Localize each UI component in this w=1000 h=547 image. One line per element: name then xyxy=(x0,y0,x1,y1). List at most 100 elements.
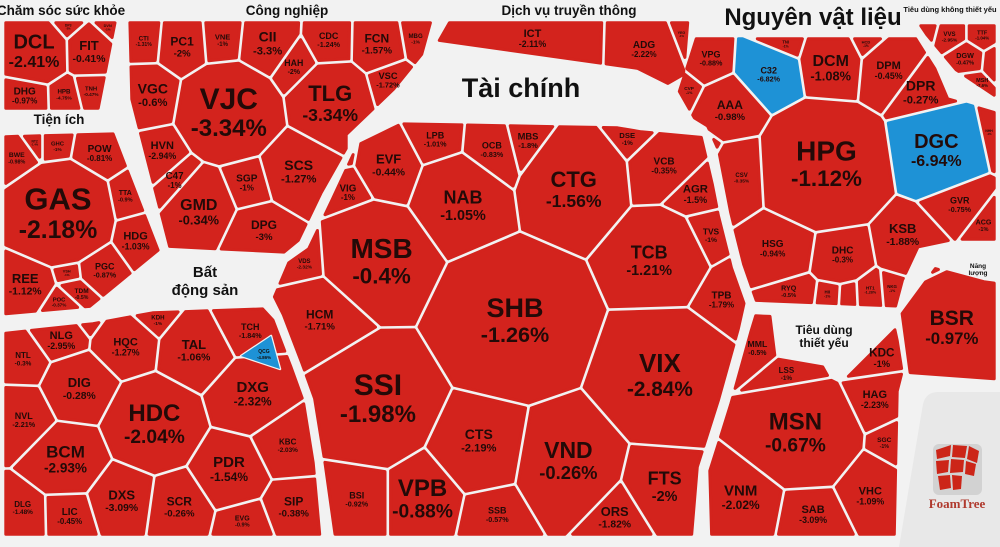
svg-text:-1.4%: -1.4% xyxy=(31,143,39,147)
svg-text:Năng: Năng xyxy=(970,263,986,270)
svg-text:SCS: SCS xyxy=(284,157,313,173)
svg-text:-1%: -1% xyxy=(824,295,831,299)
svg-text:OCB: OCB xyxy=(482,141,503,151)
svg-text:-0.5%: -0.5% xyxy=(75,295,89,301)
svg-text:-0.9%: -0.9% xyxy=(235,523,250,529)
svg-text:BCM: BCM xyxy=(46,442,85,461)
svg-text:-0.98%: -0.98% xyxy=(8,159,25,165)
svg-text:HPG: HPG xyxy=(796,136,857,167)
svg-text:TVS: TVS xyxy=(703,227,720,237)
svg-text:-1%: -1% xyxy=(783,45,789,49)
svg-text:VIX: VIX xyxy=(639,348,682,378)
svg-text:VSC: VSC xyxy=(378,71,397,81)
svg-text:ADG: ADG xyxy=(633,40,655,51)
svg-text:-0.75%: -0.75% xyxy=(948,205,971,214)
svg-text:-1%: -1% xyxy=(873,358,890,369)
svg-text:ICT: ICT xyxy=(524,28,542,40)
svg-text:Chăm sóc sức khỏe: Chăm sóc sức khỏe xyxy=(0,3,126,18)
svg-text:BSI: BSI xyxy=(349,490,364,500)
svg-text:-1%: -1% xyxy=(168,181,182,190)
svg-text:Tiêu dùng: Tiêu dùng xyxy=(795,323,852,337)
svg-text:TTA: TTA xyxy=(119,190,132,197)
svg-text:HDC: HDC xyxy=(128,400,180,427)
svg-text:TDM: TDM xyxy=(75,288,89,295)
svg-text:VNM: VNM xyxy=(724,483,757,500)
svg-text:-1.08%: -1.08% xyxy=(810,69,851,84)
svg-text:-2.32%: -2.32% xyxy=(234,394,272,408)
svg-text:Dịch vụ truyền thông: Dịch vụ truyền thông xyxy=(502,3,637,18)
svg-text:VJC: VJC xyxy=(200,83,258,116)
svg-text:-0.45%: -0.45% xyxy=(57,517,82,526)
svg-text:-1.98%: -1.98% xyxy=(340,401,416,428)
svg-text:RYQ: RYQ xyxy=(781,285,797,293)
svg-text:HCM: HCM xyxy=(306,308,333,322)
svg-text:-2.95%: -2.95% xyxy=(47,341,75,351)
svg-text:-0.38%: -0.38% xyxy=(278,509,309,520)
svg-text:SSB: SSB xyxy=(488,506,507,516)
svg-text:-1%: -1% xyxy=(105,28,111,32)
svg-text:-0.92%: -0.92% xyxy=(345,500,368,509)
svg-text:-1%: -1% xyxy=(240,184,254,193)
svg-text:-0.37%: -0.37% xyxy=(52,303,67,308)
svg-text:-1%: -1% xyxy=(979,227,989,233)
svg-text:HSG: HSG xyxy=(762,239,784,250)
svg-text:VNE: VNE xyxy=(215,32,230,41)
svg-text:GMD: GMD xyxy=(180,197,217,214)
svg-text:-3.09%: -3.09% xyxy=(105,503,138,514)
svg-text:MSH: MSH xyxy=(976,78,988,84)
svg-text:NHH: NHH xyxy=(985,129,993,133)
svg-text:CII: CII xyxy=(259,29,277,45)
svg-text:GAS: GAS xyxy=(24,182,91,217)
svg-text:-1.09%: -1.09% xyxy=(856,497,884,507)
svg-text:-0.34%: -0.34% xyxy=(179,213,220,228)
svg-text:VGC: VGC xyxy=(138,80,168,96)
svg-text:SHB: SHB xyxy=(486,293,543,323)
svg-text:-0.57%: -0.57% xyxy=(486,515,509,524)
svg-text:-0.94%: -0.94% xyxy=(760,249,785,258)
svg-text:TTF: TTF xyxy=(977,30,988,36)
svg-text:-0.26%: -0.26% xyxy=(539,462,597,483)
svg-text:-1%: -1% xyxy=(217,42,228,48)
svg-text:ORS: ORS xyxy=(601,504,629,519)
svg-text:-7.6%: -7.6% xyxy=(977,83,989,88)
svg-text:-1%: -1% xyxy=(411,39,420,45)
svg-text:BSR: BSR xyxy=(930,307,974,330)
svg-text:Tài chính: Tài chính xyxy=(462,73,581,103)
svg-text:-3.34%: -3.34% xyxy=(191,115,267,142)
svg-text:-0.9%: -0.9% xyxy=(118,198,133,204)
svg-text:TCH: TCH xyxy=(241,322,260,332)
svg-text:-0.6%: -0.6% xyxy=(138,97,167,109)
svg-text:NTL: NTL xyxy=(15,351,31,360)
svg-text:-1.88%: -1.88% xyxy=(886,237,919,248)
svg-text:-1.72%: -1.72% xyxy=(376,81,400,90)
svg-text:C47: C47 xyxy=(166,171,185,182)
svg-text:VHC: VHC xyxy=(859,486,882,498)
svg-text:GVR: GVR xyxy=(950,196,970,206)
svg-text:DGW: DGW xyxy=(956,51,974,60)
svg-text:LSS: LSS xyxy=(779,366,795,375)
svg-text:-1%: -1% xyxy=(781,375,793,382)
svg-text:POC: POC xyxy=(53,297,66,303)
svg-text:CDC: CDC xyxy=(319,31,339,41)
svg-text:-1.26%: -1.26% xyxy=(481,322,549,347)
svg-text:VPG: VPG xyxy=(701,49,720,59)
svg-text:DCL: DCL xyxy=(13,32,54,54)
svg-text:-1.21%: -1.21% xyxy=(626,263,672,279)
svg-text:-1.71%: -1.71% xyxy=(304,322,335,333)
svg-text:SIP: SIP xyxy=(284,495,303,509)
svg-text:DPG: DPG xyxy=(251,218,277,232)
svg-text:-2.02%: -2.02% xyxy=(722,498,760,512)
svg-text:HVN: HVN xyxy=(151,140,174,152)
svg-text:-1.24%: -1.24% xyxy=(317,40,340,49)
svg-text:-1.04%: -1.04% xyxy=(975,35,989,40)
svg-text:NVL: NVL xyxy=(15,411,34,421)
svg-text:Tiêu dùng không thiết yếu: Tiêu dùng không thiết yếu xyxy=(903,5,997,14)
svg-text:SGP: SGP xyxy=(236,173,258,184)
svg-text:CTG: CTG xyxy=(550,167,596,192)
svg-text:DGC: DGC xyxy=(914,131,958,153)
svg-text:-0.67%: -0.67% xyxy=(765,436,826,457)
svg-text:POW: POW xyxy=(88,144,112,155)
svg-text:-0.3%: -0.3% xyxy=(15,360,32,367)
svg-text:-0.47%: -0.47% xyxy=(956,60,974,66)
svg-text:TNH: TNH xyxy=(85,87,97,93)
